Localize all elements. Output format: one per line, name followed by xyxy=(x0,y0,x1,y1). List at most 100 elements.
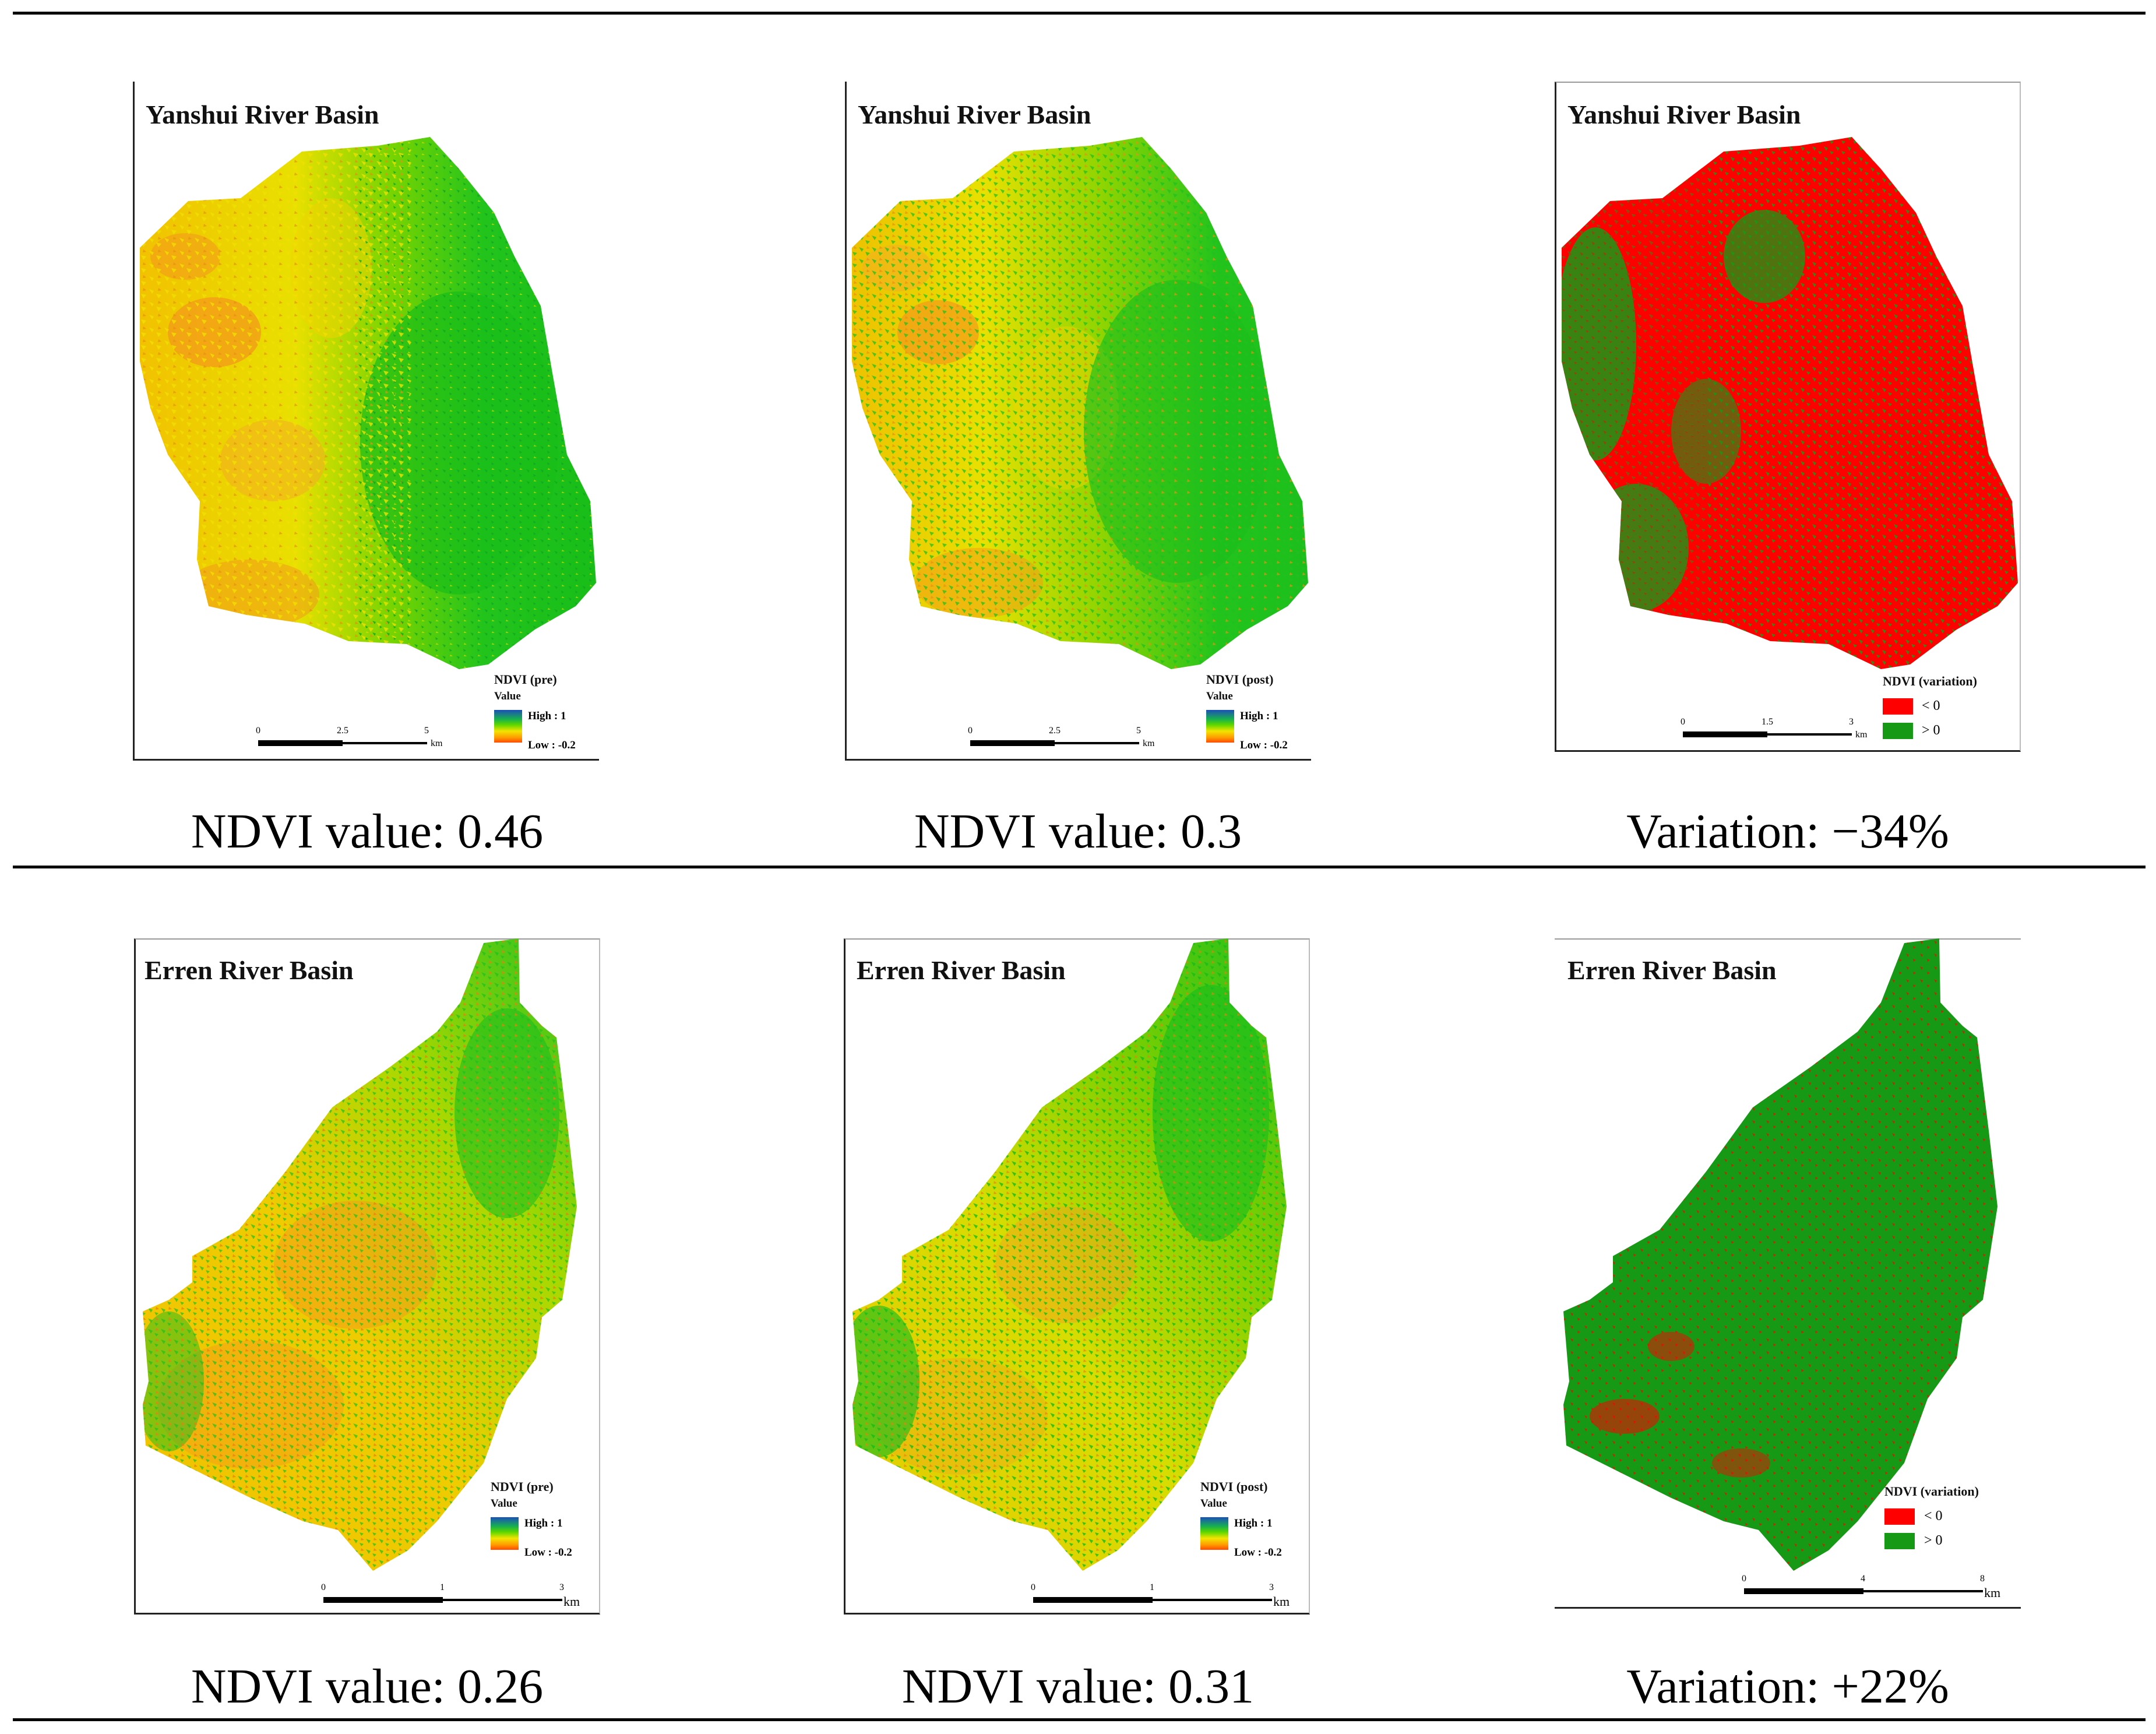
scale-bar-hollow xyxy=(1767,733,1852,736)
map-panel-erren-post: Erren River Basin NDVI (post) Va xyxy=(844,938,1310,1615)
scale-tick: 0 xyxy=(321,1582,326,1592)
scale-unit: km xyxy=(1273,1594,1290,1609)
map-panel-yanshui-post: Yanshui River Basin xyxy=(845,82,1311,761)
map-panel-yanshui-pre: Yanshui River Basin xyxy=(133,82,599,761)
legend-swatch-negative xyxy=(1883,698,1913,715)
scale-unit: km xyxy=(563,1594,580,1609)
scale-bar-solid xyxy=(323,1597,443,1603)
map-title: Yanshui River Basin xyxy=(1567,100,1801,129)
legend-positive-label: > 0 xyxy=(1922,723,1940,738)
scale-tick: 1.5 xyxy=(1762,717,1773,727)
scale-tick: 2.5 xyxy=(1049,726,1061,736)
scale-tick: 8 xyxy=(1980,1574,1985,1584)
scale-bar-solid xyxy=(1033,1597,1153,1603)
legend-high-label: High : 1 xyxy=(1240,710,1278,722)
scale-bar-hollow xyxy=(443,1599,562,1601)
table-bottom-rule xyxy=(13,1718,2146,1721)
legend-value-label: Value xyxy=(491,1497,517,1510)
scale-tick: 0 xyxy=(1681,717,1685,727)
legend-swatch-positive xyxy=(1883,723,1913,739)
scale-bar-solid xyxy=(258,740,343,746)
legend-color-ramp xyxy=(494,710,522,743)
scale-bar: 0 1 3 km xyxy=(1031,1582,1290,1609)
scale-tick: 0 xyxy=(1742,1574,1746,1584)
scale-tick: 1 xyxy=(440,1582,445,1592)
legend-high-label: High : 1 xyxy=(528,710,566,722)
caption-erren-post: NDVI value: 0.31 xyxy=(901,1659,1255,1714)
scale-bar: 0 2.5 5 km xyxy=(968,726,1154,749)
caption-yanshui-pre: NDVI value: 0.46 xyxy=(191,804,544,859)
scale-bar-hollow xyxy=(1055,742,1139,744)
scale-bar: 0 2.5 5 km xyxy=(256,726,442,749)
legend-title: NDVI (variation) xyxy=(1884,1484,1979,1499)
legend-low-label: Low : -0.2 xyxy=(1234,1546,1282,1559)
map-panel-erren-pre: Erren River Basin NDVI (pre) Val xyxy=(134,938,600,1615)
map-frame xyxy=(845,82,1311,761)
legend-low-label: Low : -0.2 xyxy=(1240,739,1288,751)
legend-positive-label: > 0 xyxy=(1924,1533,1943,1548)
map-title: Erren River Basin xyxy=(857,955,1066,985)
legend-title: NDVI (post) xyxy=(1206,672,1274,687)
legend-swatch-negative xyxy=(1884,1508,1915,1525)
scale-tick: 5 xyxy=(424,726,429,736)
map-panel-yanshui-variation: Yanshui River Basin NDVI (variation) < 0… xyxy=(1555,82,2021,752)
scale-bar: 0 1 3 km xyxy=(321,1582,580,1609)
yanshui-ndvi-post-map xyxy=(852,137,1308,669)
erren-ndvi-pre-map xyxy=(143,938,577,1571)
scale-tick: 0 xyxy=(256,726,260,736)
map-frame xyxy=(1555,938,2021,1609)
legend-negative-label: < 0 xyxy=(1922,698,1940,713)
legend-negative-label: < 0 xyxy=(1924,1508,1943,1524)
legend: NDVI (post) Value xyxy=(1206,673,1274,702)
scale-unit: km xyxy=(1984,1585,2001,1600)
legend-high-label: High : 1 xyxy=(524,1517,563,1529)
scale-bar-hollow xyxy=(343,742,427,744)
legend-title: NDVI (variation) xyxy=(1883,674,1977,688)
legend-title: NDVI (post) xyxy=(1200,1479,1268,1494)
erren-ndvi-variation-map xyxy=(1563,938,1998,1571)
scale-unit: km xyxy=(1855,730,1868,740)
scale-tick: 2.5 xyxy=(337,726,348,736)
scale-bar-solid xyxy=(1744,1588,1863,1594)
yanshui-ndvi-variation-map xyxy=(1562,137,2018,669)
legend-low-label: Low : -0.2 xyxy=(528,739,576,751)
scale-tick: 1 xyxy=(1150,1582,1154,1592)
map-frame xyxy=(133,82,599,761)
map-frame xyxy=(134,938,600,1615)
scale-tick: 0 xyxy=(968,726,973,736)
caption-erren-variation: Variation: +22% xyxy=(1626,1659,1949,1714)
legend-value-label: Value xyxy=(1200,1497,1227,1510)
scale-tick: 5 xyxy=(1136,726,1141,736)
legend-color-ramp xyxy=(1200,1517,1228,1550)
scale-bar-hollow xyxy=(1863,1590,1983,1592)
map-panel-erren-variation: Erren River Basin NDVI (variation) < 0 >… xyxy=(1555,938,2021,1609)
map-title: Erren River Basin xyxy=(1567,955,1777,985)
yanshui-ndvi-pre-map xyxy=(140,137,596,669)
legend-color-ramp xyxy=(1206,710,1234,743)
scale-bar-solid xyxy=(970,740,1055,746)
erren-ndvi-post-map xyxy=(852,938,1287,1571)
caption-erren-pre: NDVI value: 0.26 xyxy=(191,1659,544,1714)
map-title: Yanshui River Basin xyxy=(858,100,1091,129)
map-frame xyxy=(1555,82,2021,752)
legend-title: NDVI (pre) xyxy=(494,672,557,687)
legend-high-label: High : 1 xyxy=(1234,1517,1273,1529)
legend: NDVI (pre) Value xyxy=(494,673,557,702)
legend: NDVI (post) Value xyxy=(1200,1479,1268,1510)
scale-bar-hollow xyxy=(1153,1599,1272,1601)
scale-unit: km xyxy=(431,738,443,748)
map-frame xyxy=(844,938,1310,1615)
legend-title: NDVI (pre) xyxy=(491,1479,554,1494)
scale-tick: 3 xyxy=(1849,717,1854,727)
scale-unit: km xyxy=(1143,738,1155,748)
scale-bar: 0 1.5 3 km xyxy=(1681,717,1867,740)
legend-low-label: Low : -0.2 xyxy=(524,1546,572,1559)
scale-tick: 3 xyxy=(559,1582,564,1592)
scale-bar-solid xyxy=(1683,731,1767,737)
table-top-rule xyxy=(13,12,2146,15)
legend-value-label: Value xyxy=(494,690,521,702)
legend-value-label: Value xyxy=(1206,690,1233,702)
scale-tick: 3 xyxy=(1269,1582,1274,1592)
caption-yanshui-variation: Variation: −34% xyxy=(1626,804,1949,859)
legend-color-ramp xyxy=(491,1517,519,1550)
